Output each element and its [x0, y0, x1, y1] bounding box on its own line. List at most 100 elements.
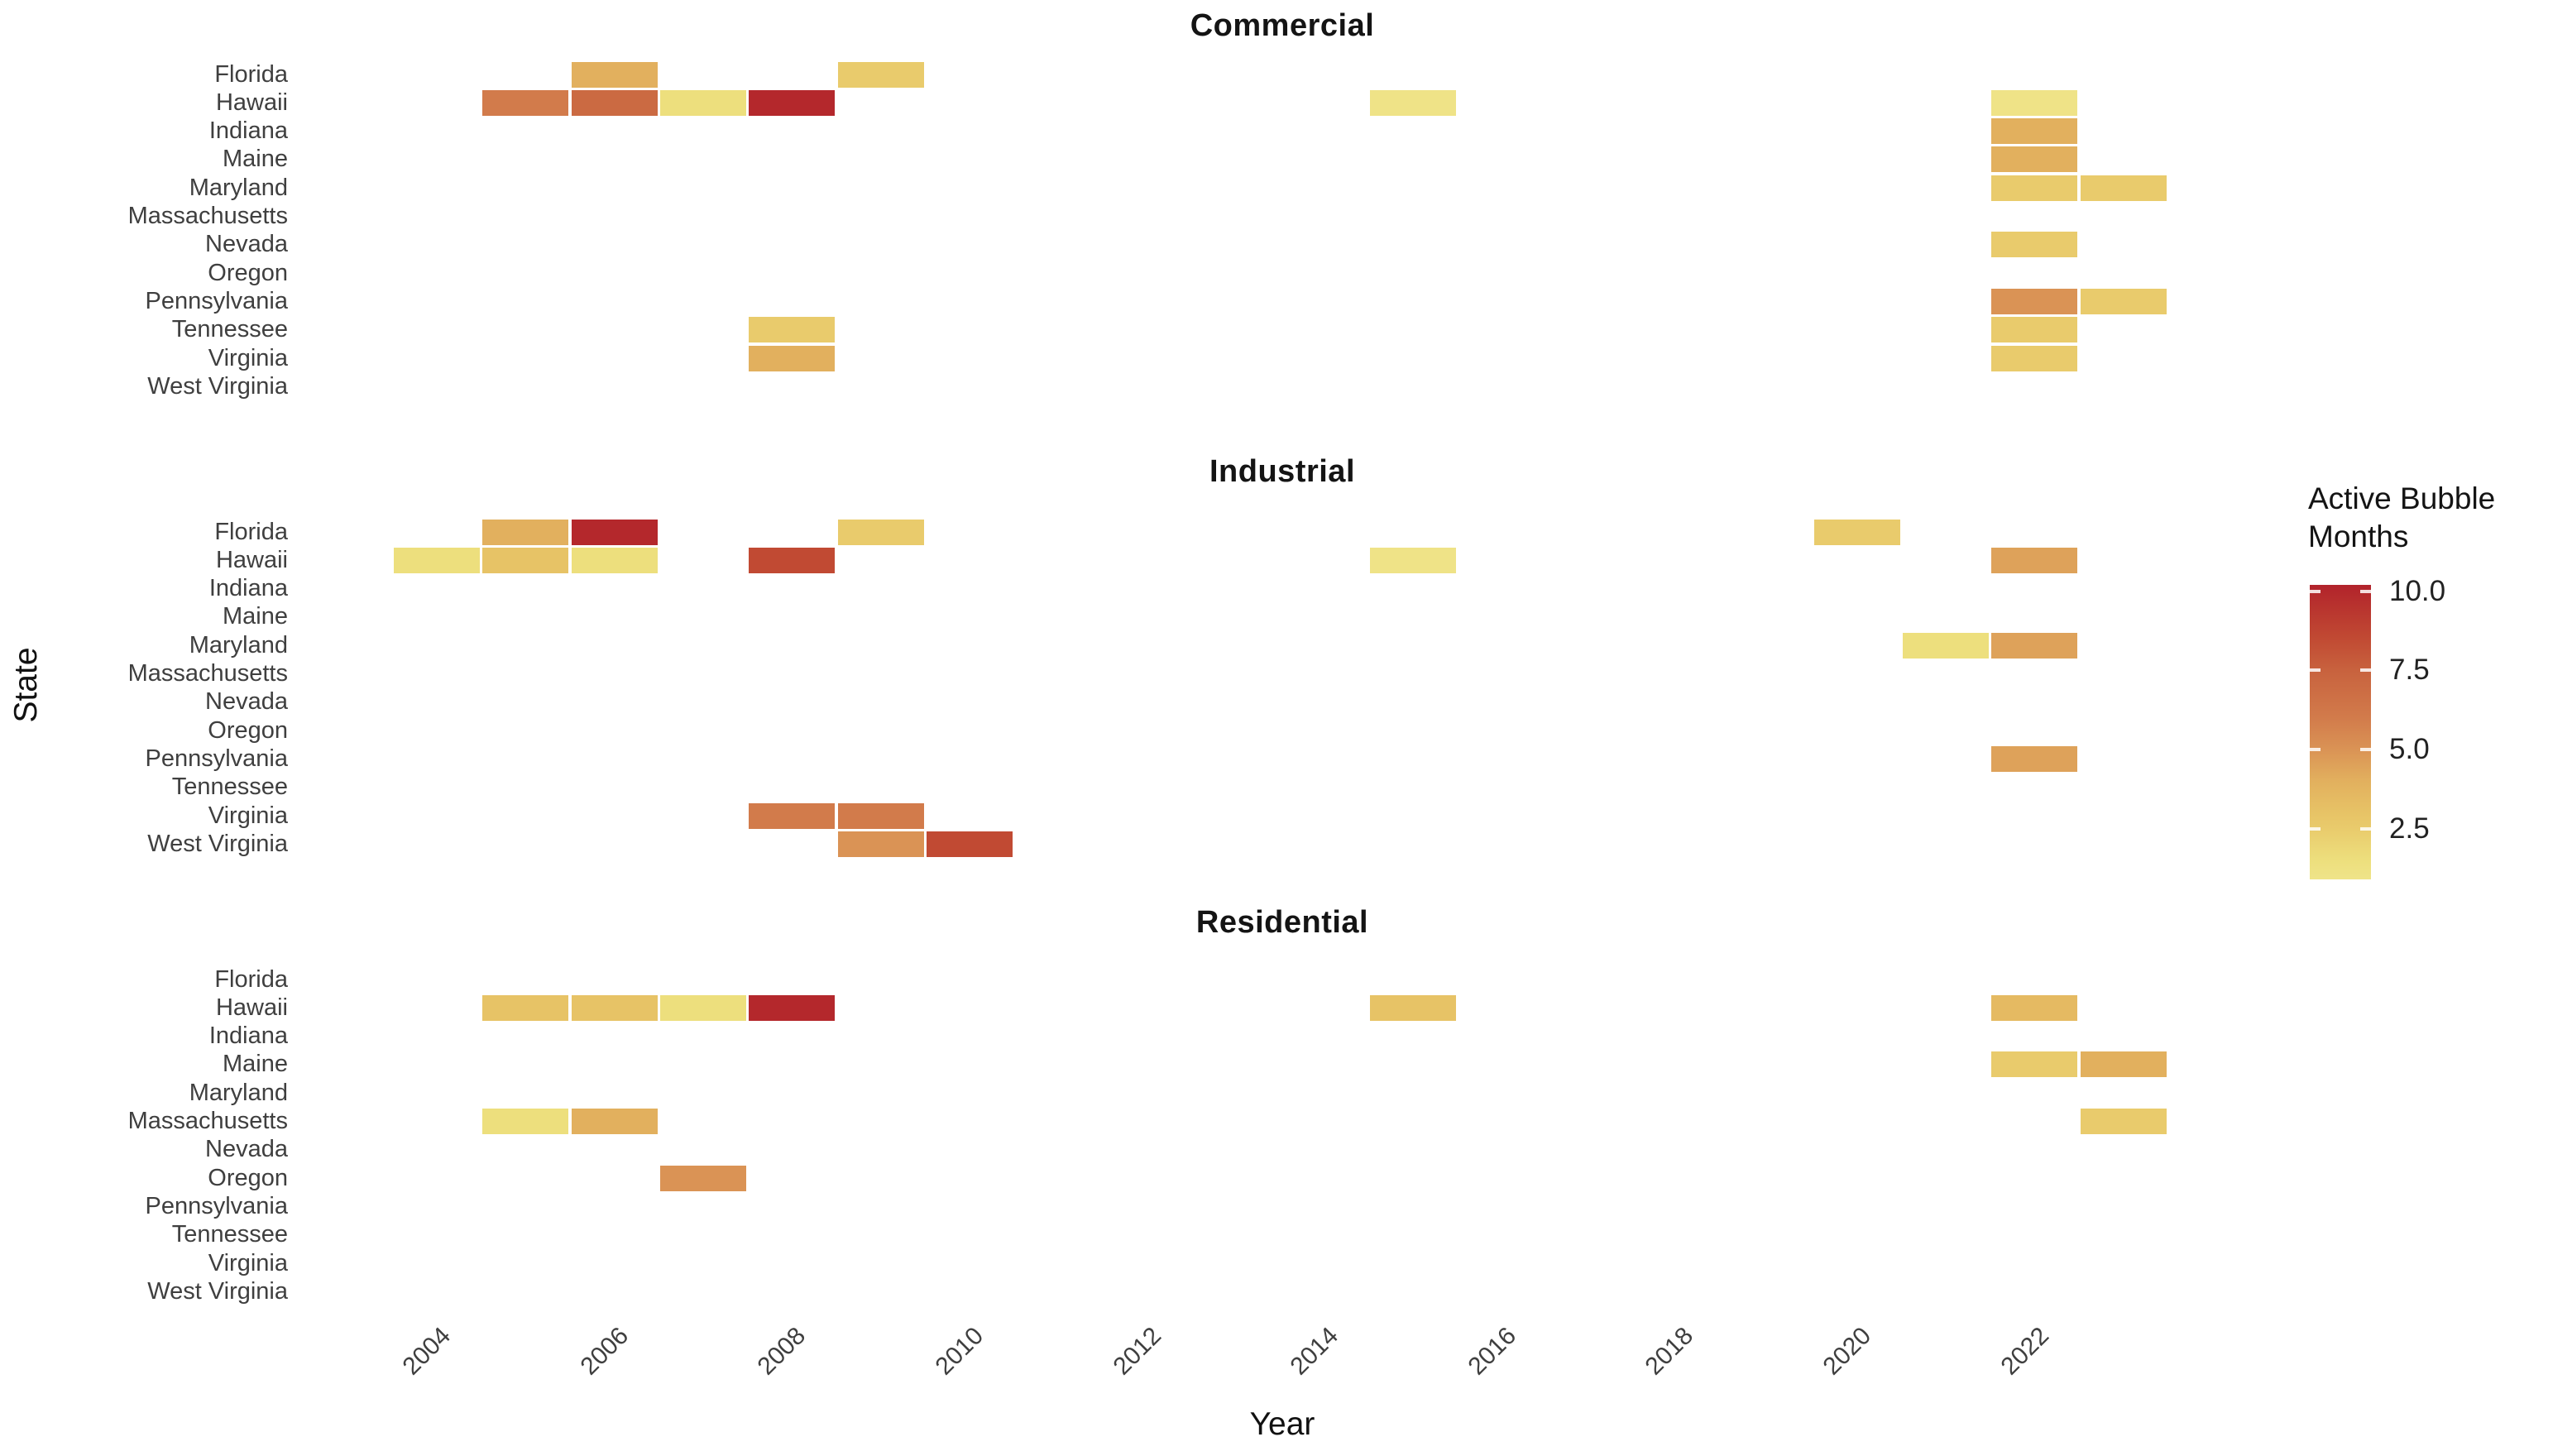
y-axis-label-commercial-pennsylvania: Pennsylvania — [145, 287, 289, 314]
heatmap-tile-residential-massachusetts-2005 — [482, 1109, 569, 1134]
legend-label-2.5: 2.5 — [2389, 812, 2430, 845]
heatmap-tile-industrial-florida-2009 — [837, 519, 924, 545]
heatmap-tile-commercial-virginia-2008 — [749, 345, 836, 371]
heatmap-tile-commercial-indiana-2022 — [1991, 118, 2078, 145]
y-axis-label-commercial-tennessee: Tennessee — [171, 316, 288, 343]
legend-label-5.0: 5.0 — [2389, 733, 2430, 766]
y-axis-label-residential-florida: Florida — [214, 965, 288, 993]
y-axis-label-commercial-hawaii: Hawaii — [215, 89, 288, 116]
heatmap-tile-residential-maine-2023 — [2080, 1051, 2167, 1078]
heatmap-tile-commercial-pennsylvania-2023 — [2080, 288, 2167, 314]
heatmap-tile-commercial-tennessee-2022 — [1991, 317, 2078, 343]
x-axis-tick-2022: 2022 — [1819, 1322, 2054, 1381]
y-axis-label-commercial-nevada: Nevada — [205, 231, 288, 258]
heatmap-tile-residential-hawaii-2015 — [1370, 994, 1457, 1021]
legend-tick-left-10.0 — [2310, 589, 2321, 593]
heatmap-tile-commercial-maryland-2022 — [1991, 175, 2078, 201]
heatmap-tile-industrial-west-virginia-2009 — [837, 831, 924, 857]
heatmap-tile-industrial-west-virginia-2010 — [926, 831, 1013, 857]
legend-tick-right-7.5 — [2360, 668, 2371, 673]
legend-label-10.0: 10.0 — [2389, 574, 2446, 607]
y-axis-label-residential-tennessee: Tennessee — [171, 1221, 288, 1248]
heatmap-tile-residential-oregon-2007 — [659, 1165, 746, 1191]
heatmap-tile-residential-massachusetts-2023 — [2080, 1109, 2167, 1134]
legend-title-line2: Months — [2308, 520, 2409, 554]
y-axis-label-industrial-maine: Maine — [223, 603, 288, 630]
heatmap-tile-commercial-tennessee-2008 — [749, 317, 836, 343]
y-axis-label-industrial-virginia: Virginia — [208, 802, 288, 829]
heatmap-tile-commercial-nevada-2022 — [1991, 232, 2078, 258]
y-axis-title: State — [8, 647, 44, 723]
y-axis-label-industrial-florida: Florida — [214, 518, 288, 545]
heatmap-tile-industrial-virginia-2008 — [749, 802, 836, 829]
heatmap-tile-commercial-florida-2009 — [837, 61, 924, 88]
heatmap-tile-commercial-florida-2006 — [571, 61, 658, 88]
heatmap-tile-industrial-pennsylvania-2022 — [1991, 745, 2078, 772]
heatmap-tile-industrial-florida-2006 — [571, 519, 658, 545]
heatmap-tile-industrial-florida-2005 — [482, 519, 569, 545]
heatmap-tile-industrial-hawaii-2008 — [749, 547, 836, 573]
x-axis-title: Year — [1249, 1406, 1315, 1442]
heatmap-tile-industrial-hawaii-2022 — [1991, 547, 2078, 573]
legend-tick-right-2.5 — [2360, 826, 2371, 831]
facet-title-industrial: Industrial — [1209, 454, 1356, 489]
heatmap-tile-commercial-virginia-2022 — [1991, 345, 2078, 371]
y-axis-label-residential-maine: Maine — [223, 1051, 288, 1078]
y-axis-label-residential-pennsylvania: Pennsylvania — [145, 1192, 289, 1219]
y-axis-label-commercial-oregon: Oregon — [208, 259, 288, 286]
y-axis-label-residential-oregon: Oregon — [208, 1164, 288, 1191]
heatmap-tile-residential-hawaii-2006 — [571, 994, 658, 1021]
legend-label-7.5: 7.5 — [2389, 654, 2430, 687]
legend-title: Active Bubble Months — [2308, 480, 2572, 557]
y-axis-label-commercial-indiana: Indiana — [208, 117, 288, 145]
y-axis-label-commercial-west-virginia: West Virginia — [147, 372, 288, 400]
legend-tick-right-5.0 — [2360, 748, 2371, 752]
heatmap-tile-commercial-maryland-2023 — [2080, 175, 2167, 201]
y-axis-label-commercial-massachusetts: Massachusetts — [127, 203, 288, 229]
heatmap-tile-residential-maine-2022 — [1991, 1051, 2078, 1078]
y-axis-label-residential-maryland: Maryland — [189, 1079, 288, 1106]
legend-tick-left-7.5 — [2310, 668, 2321, 673]
y-axis-label-residential-nevada: Nevada — [205, 1136, 288, 1163]
facet-title-residential: Residential — [1195, 905, 1369, 940]
heatmap-tile-industrial-maryland-2022 — [1991, 632, 2078, 659]
heatmap-tile-industrial-florida-2020 — [1813, 519, 1900, 545]
y-axis-label-residential-massachusetts: Massachusetts — [127, 1108, 288, 1134]
heatmap-tile-industrial-hawaii-2005 — [482, 547, 569, 573]
heatmap-tile-residential-hawaii-2005 — [482, 994, 569, 1021]
heatmap-tile-industrial-hawaii-2015 — [1370, 547, 1457, 573]
heatmap-tile-residential-hawaii-2008 — [749, 994, 836, 1021]
heatmap-tile-commercial-hawaii-2007 — [659, 89, 746, 116]
y-axis-label-industrial-oregon: Oregon — [208, 716, 288, 744]
heatmap-tile-commercial-hawaii-2005 — [482, 89, 569, 116]
y-axis-label-commercial-maryland: Maryland — [189, 174, 288, 201]
facet-title-commercial: Commercial — [1190, 8, 1375, 43]
y-axis-label-industrial-maryland: Maryland — [189, 631, 288, 659]
heatmap-tile-commercial-hawaii-2015 — [1370, 89, 1457, 116]
y-axis-label-industrial-nevada: Nevada — [205, 688, 288, 716]
legend-tick-right-10.0 — [2360, 589, 2371, 593]
y-axis-label-industrial-indiana: Indiana — [208, 575, 288, 602]
y-axis-label-residential-west-virginia: West Virginia — [147, 1277, 288, 1305]
heatmap-tile-commercial-hawaii-2022 — [1991, 89, 2078, 116]
heatmap-tile-residential-hawaii-2022 — [1991, 994, 2078, 1021]
y-axis-label-industrial-tennessee: Tennessee — [171, 774, 288, 801]
heatmap-tile-industrial-maryland-2021 — [1903, 632, 1990, 659]
heatmap-tile-commercial-maine-2022 — [1991, 146, 2078, 173]
heatmap-tile-residential-hawaii-2007 — [659, 994, 746, 1021]
legend-tick-left-2.5 — [2310, 826, 2321, 831]
y-axis-label-industrial-west-virginia: West Virginia — [147, 830, 288, 857]
heatmap-tile-industrial-virginia-2009 — [837, 802, 924, 829]
x-axis-label-2022: 2022 — [1995, 1322, 2054, 1381]
legend-title-line1: Active Bubble — [2308, 481, 2496, 515]
heatmap-tile-industrial-hawaii-2006 — [571, 547, 658, 573]
y-axis-label-industrial-hawaii: Hawaii — [215, 546, 288, 573]
y-axis-label-industrial-pennsylvania: Pennsylvania — [145, 745, 289, 772]
legend-colorbar — [2310, 585, 2371, 879]
y-axis-label-residential-hawaii: Hawaii — [215, 994, 288, 1021]
heatmap-tile-commercial-hawaii-2008 — [749, 89, 836, 116]
y-axis-label-commercial-maine: Maine — [223, 146, 288, 173]
y-axis-label-industrial-massachusetts: Massachusetts — [127, 660, 288, 687]
heatmap-tile-residential-massachusetts-2006 — [571, 1109, 658, 1134]
